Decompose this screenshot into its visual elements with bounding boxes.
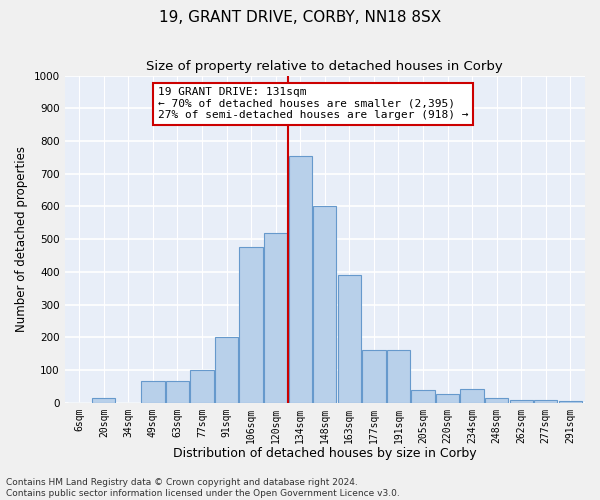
- Bar: [485, 398, 508, 402]
- Bar: [534, 400, 557, 402]
- Bar: [190, 370, 214, 402]
- X-axis label: Distribution of detached houses by size in Corby: Distribution of detached houses by size …: [173, 447, 476, 460]
- Bar: [166, 382, 189, 402]
- Bar: [239, 248, 263, 402]
- Bar: [92, 398, 115, 402]
- Bar: [141, 382, 164, 402]
- Bar: [215, 338, 238, 402]
- Bar: [412, 390, 434, 402]
- Bar: [509, 400, 533, 402]
- Bar: [313, 206, 337, 402]
- Text: 19 GRANT DRIVE: 131sqm
← 70% of detached houses are smaller (2,395)
27% of semi-: 19 GRANT DRIVE: 131sqm ← 70% of detached…: [158, 87, 469, 120]
- Bar: [338, 275, 361, 402]
- Bar: [264, 232, 287, 402]
- Bar: [436, 394, 459, 402]
- Bar: [387, 350, 410, 403]
- Bar: [362, 350, 386, 403]
- Text: Contains HM Land Registry data © Crown copyright and database right 2024.
Contai: Contains HM Land Registry data © Crown c…: [6, 478, 400, 498]
- Text: 19, GRANT DRIVE, CORBY, NN18 8SX: 19, GRANT DRIVE, CORBY, NN18 8SX: [159, 10, 441, 25]
- Bar: [289, 156, 312, 402]
- Title: Size of property relative to detached houses in Corby: Size of property relative to detached ho…: [146, 60, 503, 73]
- Bar: [559, 401, 582, 402]
- Bar: [460, 388, 484, 402]
- Y-axis label: Number of detached properties: Number of detached properties: [15, 146, 28, 332]
